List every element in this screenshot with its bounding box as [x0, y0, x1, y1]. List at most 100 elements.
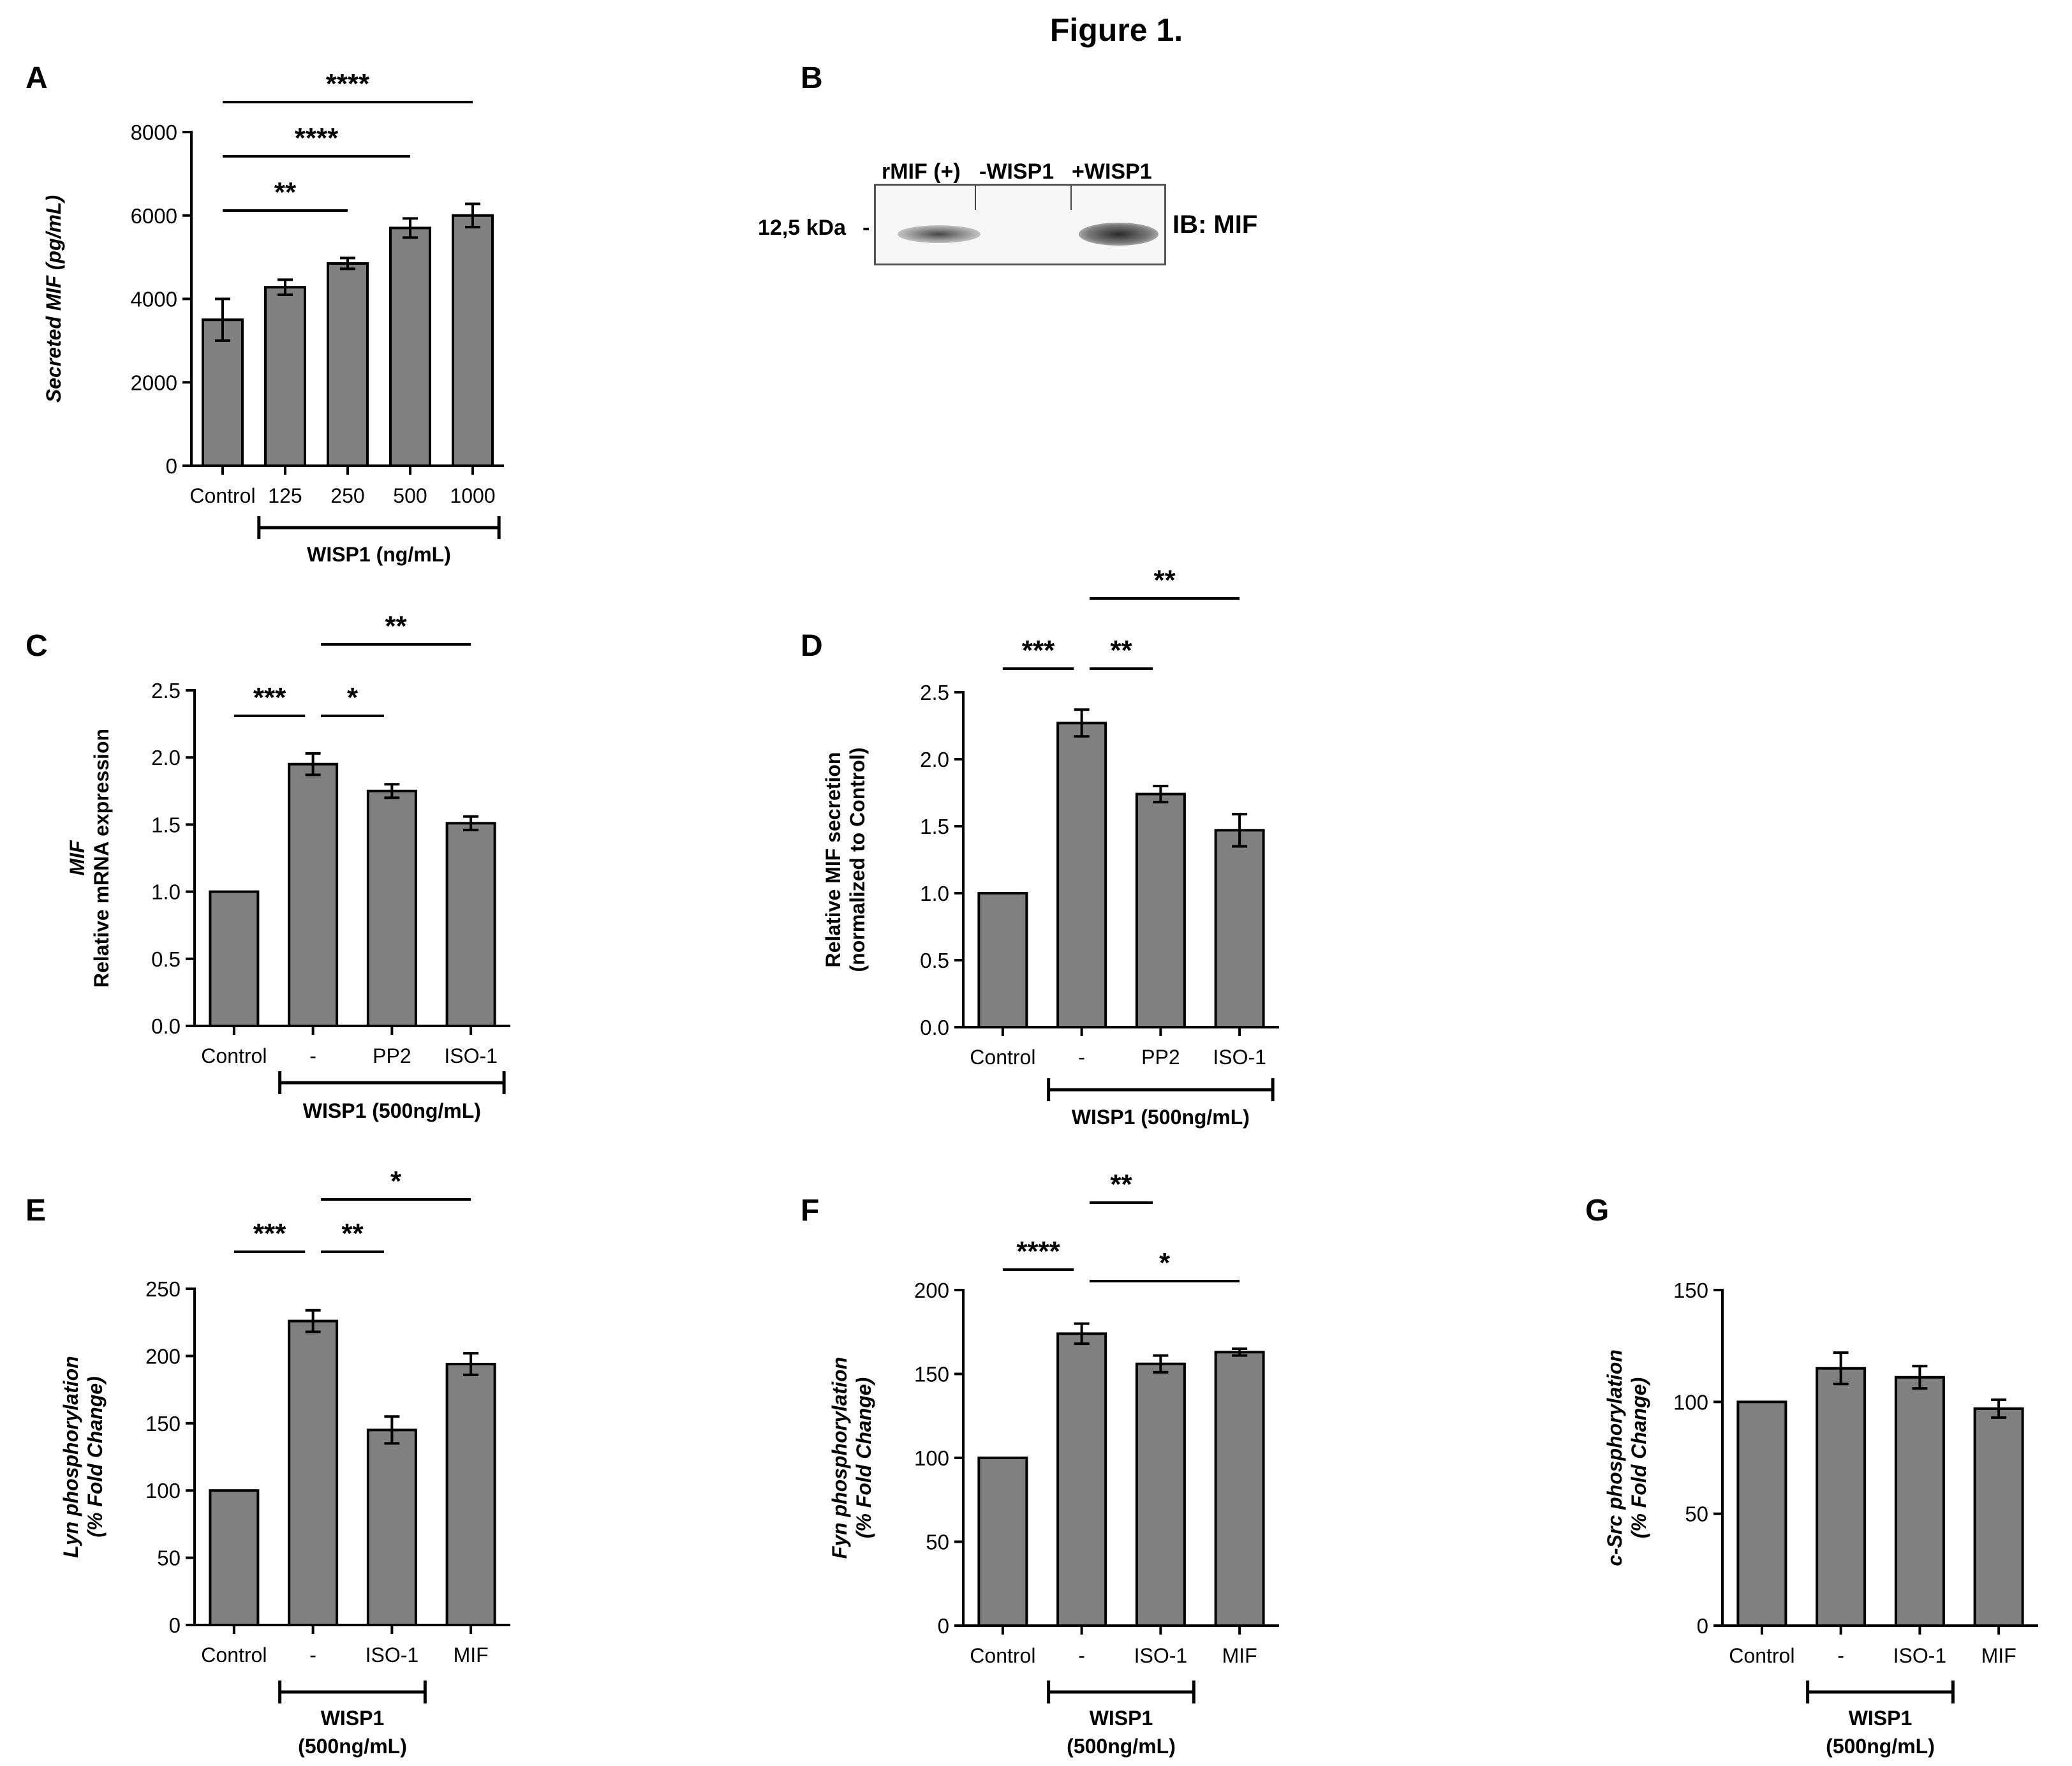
x-tick-label-a: 125 — [268, 484, 302, 507]
x-tick-label-a: 500 — [393, 484, 427, 507]
bar-e — [209, 1489, 260, 1626]
y-tick-label-d: 2.5 — [920, 681, 949, 704]
group-label-c: WISP1 (500ng/mL) — [303, 1099, 481, 1122]
bar-a — [389, 226, 431, 467]
bar-chart-c: 0.0 0.5 1.0 1.5 2.0 2.5 Control - PP2 ISO-1 MIFRel… — [66, 611, 510, 1122]
y-tick-label-f: 150 — [914, 1363, 949, 1386]
panel-label-b: B — [801, 61, 823, 95]
bar-d — [1135, 792, 1186, 1028]
y-tick-label-c: 0.0 — [151, 1014, 181, 1038]
x-tick-label-d: PP2 — [1141, 1046, 1180, 1069]
significance-label-e: * — [390, 1166, 402, 1197]
x-tick-label-a: 250 — [330, 484, 364, 507]
bar-chart-a: 0 2000 4000 6000 8000 Control 125 250 500 1000 Sec… — [42, 68, 504, 566]
significance-label-d: ** — [1110, 635, 1132, 666]
bar-e — [288, 1319, 339, 1627]
significance-label-d: ** — [1153, 565, 1176, 596]
panel-label-c: C — [26, 629, 48, 663]
group-label-e: WISP1 — [321, 1707, 385, 1730]
significance-label-e: ** — [341, 1218, 364, 1249]
x-tick-label-a: Control — [189, 484, 255, 507]
y-tick-label-g: 50 — [1685, 1503, 1708, 1526]
y-tick-label-a: 2000 — [131, 371, 177, 394]
blot-band-rmif — [898, 225, 981, 243]
y-tick-label-e: 150 — [145, 1412, 181, 1436]
y-tick-label-d: 1.5 — [920, 815, 949, 838]
blot-marker-tick: - — [862, 216, 870, 240]
bar-g — [1816, 1367, 1867, 1628]
y-tick-label-a: 8000 — [131, 121, 177, 144]
y-axis-label-line-g: c-Src phosphorylation — [1603, 1349, 1626, 1566]
y-axis-label-d: Relative MIF secretion(normalized to Con… — [822, 748, 869, 972]
y-tick-label-g: 150 — [1673, 1279, 1708, 1302]
y-axis-label-line-e: (% Fold Change) — [84, 1376, 107, 1537]
y-axis-label-line-e: Lyn phosphorylation — [59, 1356, 82, 1557]
significance-label-f: **** — [1016, 1236, 1060, 1267]
y-axis-label-line-g: (% Fold Change) — [1627, 1377, 1650, 1538]
significance-label-a: ** — [274, 177, 297, 208]
blot-marker-label: 12,5 kDa — [758, 216, 846, 240]
x-tick-label-d: Control — [970, 1046, 1035, 1069]
blot-lane-divider — [975, 186, 976, 210]
x-tick-label-f: ISO-1 — [1134, 1644, 1188, 1667]
y-tick-label-d: 0.0 — [920, 1016, 949, 1039]
bar-f — [1135, 1362, 1186, 1627]
y-tick-label-c: 1.5 — [151, 813, 181, 836]
y-axis-label-line-d: (normalized to Control) — [846, 748, 869, 972]
x-tick-label-d: ISO-1 — [1213, 1046, 1266, 1069]
y-axis-label-g: c-Src phosphorylation(% Fold Change) — [1603, 1349, 1650, 1566]
x-tick-label-c: Control — [201, 1044, 267, 1067]
x-tick-label-f: - — [1078, 1644, 1085, 1667]
group-label-line2-f: (500ng/mL) — [1067, 1735, 1176, 1758]
panel-label-g: G — [1585, 1194, 1610, 1228]
x-tick-label-g: - — [1837, 1644, 1844, 1667]
group-label-line2-e: (500ng/mL) — [298, 1735, 407, 1758]
y-tick-label-d: 2.0 — [920, 748, 949, 771]
y-tick-label-e: 200 — [145, 1344, 181, 1368]
blot-band-plus-wisp1 — [1079, 223, 1158, 246]
y-axis-label-c: MIFRelative mRNA expression — [66, 729, 113, 988]
bar-g — [1736, 1400, 1787, 1627]
bar-f — [1214, 1351, 1265, 1628]
significance-label-c: * — [347, 682, 359, 713]
y-axis-label-e: Lyn phosphorylation(% Fold Change) — [59, 1356, 107, 1557]
bar-f — [1056, 1332, 1107, 1627]
y-tick-label-d: 0.5 — [920, 949, 949, 972]
y-tick-label-c: 0.5 — [151, 947, 181, 971]
blot-lane-label-rmif: rMIF (+) — [882, 160, 961, 184]
x-tick-label-g: Control — [1729, 1644, 1795, 1667]
y-tick-label-a: 6000 — [131, 204, 177, 228]
y-tick-label-e: 100 — [145, 1479, 181, 1503]
blot-lane-label-plus-wisp1: +WISP1 — [1072, 160, 1152, 184]
panel-label-e: E — [26, 1194, 47, 1228]
y-tick-label-c: 1.0 — [151, 880, 181, 904]
group-label-d: WISP1 (500ng/mL) — [1072, 1106, 1250, 1129]
y-axis-label-line-d: Relative MIF secretion — [822, 752, 845, 968]
y-tick-label-f: 200 — [914, 1279, 949, 1302]
bar-a — [452, 214, 494, 467]
y-axis-label-line-c: MIF — [66, 840, 89, 876]
significance-label-f: ** — [1110, 1169, 1132, 1200]
x-tick-label-e: Control — [201, 1644, 267, 1666]
significance-label-a: **** — [295, 122, 339, 154]
blot-lane-label-minus-wisp1: -WISP1 — [979, 160, 1054, 184]
y-tick-label-d: 1.0 — [920, 882, 949, 905]
bar-a — [202, 318, 244, 467]
y-tick-label-f: 50 — [926, 1531, 949, 1554]
x-tick-label-g: MIF — [1981, 1644, 2017, 1667]
y-axis-label-line-c: Relative mRNA expression — [90, 729, 113, 988]
y-tick-label-e: 50 — [157, 1547, 181, 1570]
x-tick-label-c: ISO-1 — [444, 1044, 498, 1067]
significance-label-d: *** — [1022, 635, 1055, 666]
significance-label-f: * — [1159, 1247, 1171, 1279]
bar-chart-e: 0 50 100 150 200 250 Control - ISO-1 MIF Lyn phosp… — [59, 1166, 510, 1758]
y-tick-label-a: 0 — [166, 454, 177, 478]
panel-label-d: D — [801, 629, 823, 663]
figure-title: Figure 1. — [1049, 12, 1183, 48]
y-tick-label-g: 0 — [1697, 1614, 1708, 1638]
bar-f — [977, 1457, 1028, 1627]
bar-e — [366, 1428, 417, 1627]
x-tick-label-c: PP2 — [373, 1044, 411, 1067]
bar-chart-d: 0.0 0.5 1.0 1.5 2.0 2.5 Control - PP2 ISO-1 Relati… — [822, 565, 1279, 1129]
bar-g — [1894, 1376, 1945, 1627]
